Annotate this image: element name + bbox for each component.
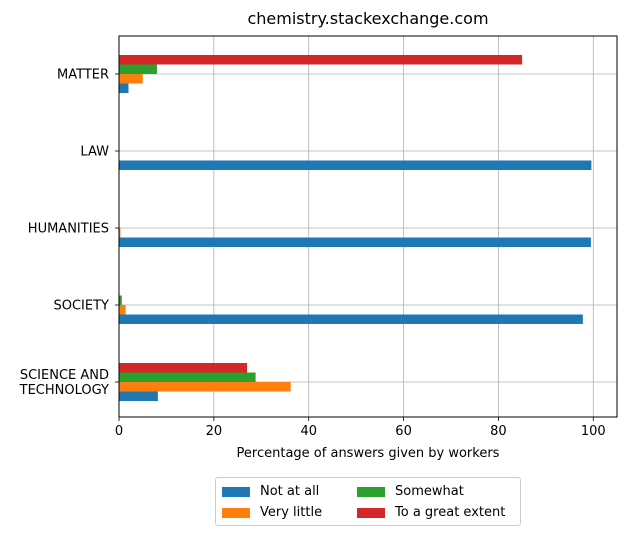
- bar: [119, 363, 248, 373]
- legend: Not at all Very little Somewhat To a gre…: [215, 477, 521, 526]
- grid: [118, 36, 617, 417]
- x-tick-label: 0: [115, 424, 123, 439]
- bar: [119, 228, 121, 238]
- y-tick-label: TECHNOLOGY: [19, 383, 109, 398]
- x-tick-label: 80: [490, 424, 507, 439]
- chart-title: chemistry.stackexchange.com: [247, 9, 488, 28]
- legend-item: Very little: [222, 505, 322, 520]
- legend-swatch: [357, 486, 385, 497]
- bar: [119, 382, 291, 392]
- legend-label: To a great extent: [395, 505, 506, 520]
- bar: [119, 237, 591, 247]
- x-tick-label: 40: [300, 424, 317, 439]
- legend-swatch: [222, 507, 250, 518]
- x-tick-label: 100: [581, 424, 606, 439]
- y-ticks: MATTER LAW HUMANITIES SOCIETY SCIENCE ANDTEC…: [19, 68, 119, 398]
- bar: [119, 160, 592, 170]
- x-tick-label: 20: [206, 424, 223, 439]
- y-tick-label: MATTER: [57, 68, 109, 83]
- y-tick-label: SOCIETY: [54, 299, 110, 314]
- plot-frame: [118, 35, 618, 418]
- x-axis-label: Percentage of answers given by workers: [237, 446, 500, 461]
- bar: [119, 74, 143, 84]
- legend-item: To a great extent: [357, 505, 505, 520]
- legend-label: Not at all: [260, 484, 320, 499]
- bar: [119, 305, 126, 315]
- x-ticks: 0 20 40 60 80 100: [115, 417, 606, 439]
- bar: [119, 64, 157, 74]
- legend-swatch: [357, 507, 385, 518]
- bar: [119, 295, 122, 305]
- legend-item: Not at all: [222, 484, 319, 499]
- bar: [119, 314, 583, 324]
- bar: [119, 391, 158, 401]
- legend-item: Somewhat: [357, 484, 464, 499]
- y-tick-label: SCIENCE AND: [20, 368, 109, 383]
- x-tick-label: 60: [395, 424, 412, 439]
- bar: [119, 372, 256, 382]
- legend-swatch: [222, 486, 250, 497]
- legend-label: Somewhat: [395, 484, 464, 499]
- legend-label: Very little: [260, 505, 323, 520]
- bar: [119, 83, 129, 93]
- y-tick-label: HUMANITIES: [28, 222, 109, 237]
- bars: [119, 55, 592, 401]
- y-tick-label: LAW: [80, 145, 109, 160]
- bar: [119, 55, 523, 65]
